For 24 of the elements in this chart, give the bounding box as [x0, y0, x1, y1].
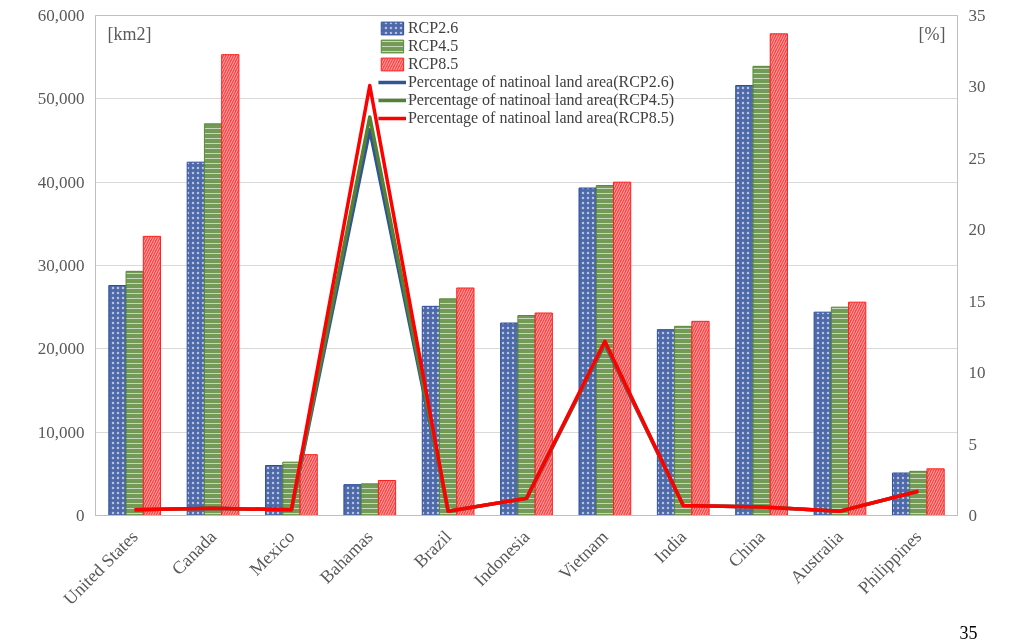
- y-tick-label: 20,000: [37, 339, 85, 359]
- y-tick-label: 40,000: [37, 172, 85, 192]
- legend-label: Percentage of natinoal land area(RCP4.5): [407, 91, 675, 109]
- y-tick-label: 30,000: [37, 256, 85, 275]
- y2-tick-label: 20: [968, 220, 986, 240]
- y-tick-label: 10,000: [37, 422, 85, 442]
- y2-tick-label: 5: [968, 434, 977, 454]
- legend-label: RCP8.5: [407, 55, 459, 73]
- legend-label: Percentage of natinoal land area(RCP2.6): [407, 73, 675, 91]
- y2-tick-label: 30: [968, 77, 986, 97]
- y2-tick-label: 15: [968, 291, 986, 311]
- y2-tick-label: 10: [968, 363, 986, 383]
- y2-tick-label: 35: [968, 6, 986, 25]
- y2-axis-title: [%]: [918, 23, 946, 44]
- legend-label: Percentage of natinoal land area(RCP8.5): [407, 109, 675, 127]
- text: 35: [959, 622, 978, 643]
- legend-label: RCP4.5: [407, 37, 459, 55]
- y-tick-label: 50,000: [37, 89, 85, 109]
- y-axis-title: [km2]: [107, 23, 152, 44]
- y-tick-label: 60,000: [37, 6, 85, 25]
- legend-label: RCP2.6: [407, 19, 459, 37]
- y2-tick-label: 0: [968, 506, 977, 525]
- y2-tick-label: 25: [968, 148, 986, 168]
- y-tick-label: 0: [76, 506, 85, 525]
